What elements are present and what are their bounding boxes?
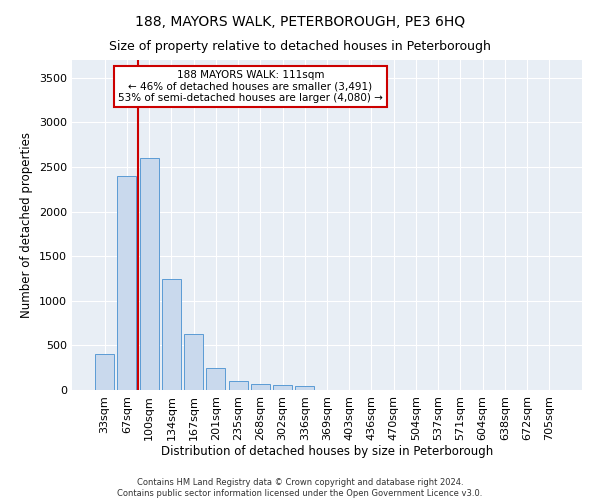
Text: Contains HM Land Registry data © Crown copyright and database right 2024.
Contai: Contains HM Land Registry data © Crown c… [118, 478, 482, 498]
X-axis label: Distribution of detached houses by size in Peterborough: Distribution of detached houses by size … [161, 446, 493, 458]
Bar [140, 158, 158, 390]
Text: 188, MAYORS WALK, PETERBOROUGH, PE3 6HQ: 188, MAYORS WALK, PETERBOROUGH, PE3 6HQ [135, 15, 465, 29]
Bar [273, 384, 292, 390]
Bar [206, 368, 225, 390]
Bar [229, 381, 248, 390]
Bar [295, 386, 314, 390]
Bar [118, 176, 136, 390]
Bar [251, 384, 270, 390]
Y-axis label: Number of detached properties: Number of detached properties [20, 132, 34, 318]
Bar [95, 354, 114, 390]
Text: 188 MAYORS WALK: 111sqm
← 46% of detached houses are smaller (3,491)
53% of semi: 188 MAYORS WALK: 111sqm ← 46% of detache… [118, 70, 383, 103]
Bar [184, 334, 203, 390]
Text: Size of property relative to detached houses in Peterborough: Size of property relative to detached ho… [109, 40, 491, 53]
Bar [162, 278, 181, 390]
